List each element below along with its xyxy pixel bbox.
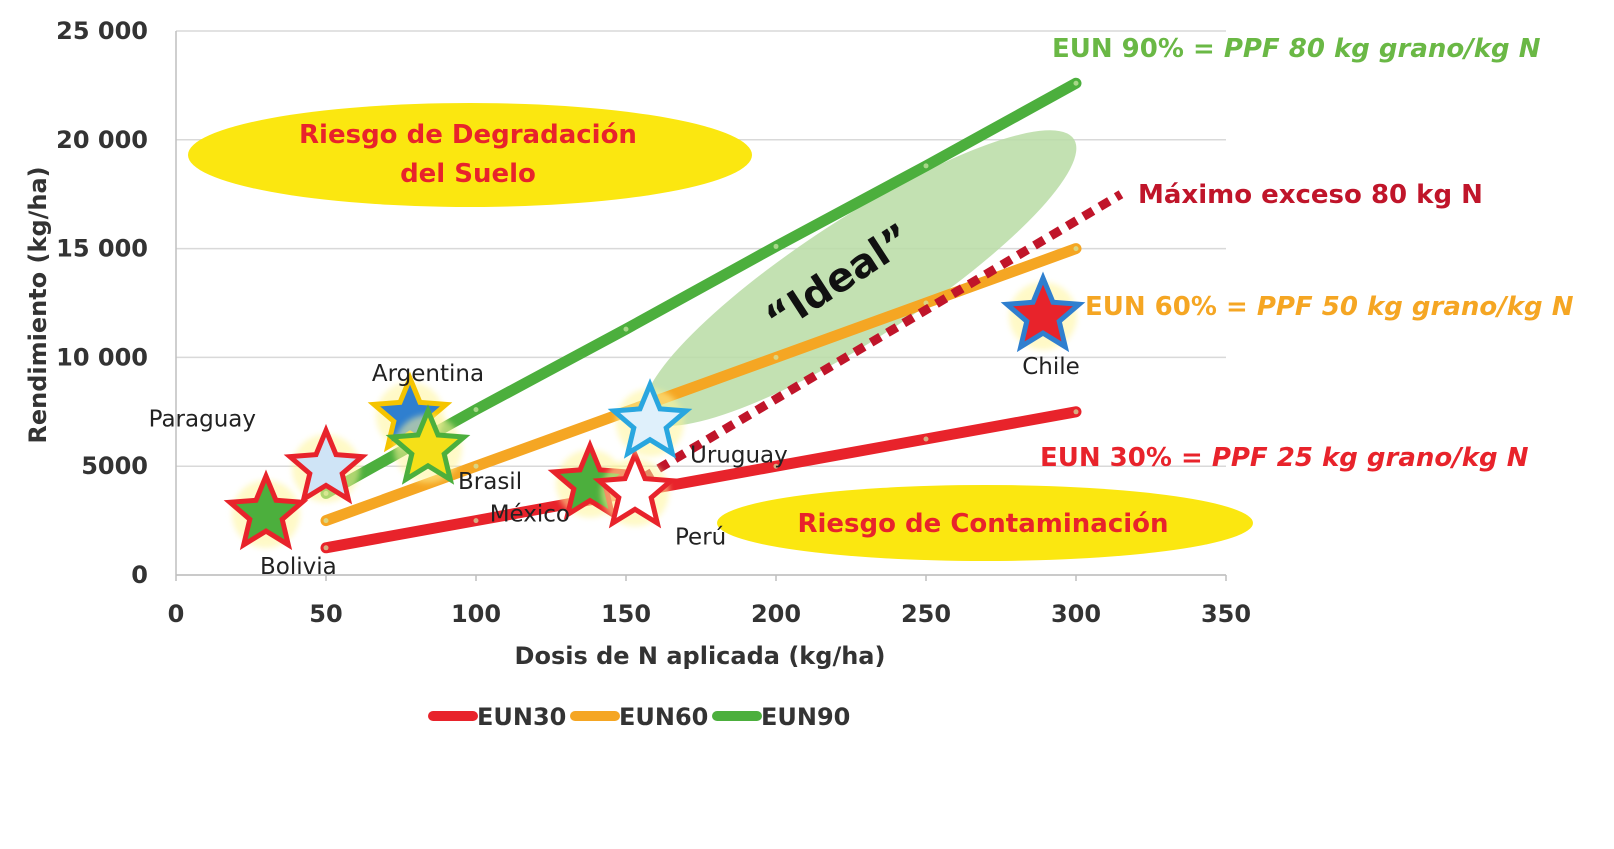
series-line-eun30: [320, 406, 1082, 554]
tick-labels: 0 50 100 150 200 250 300 350 0 5000 10 000 15 000 20…: [56, 17, 1251, 628]
x-tick-label: 250: [901, 600, 951, 628]
zone-degradacion-label-1: Riesgo de Degradación: [299, 120, 637, 150]
eun30-ppf: PPF 25 kg grano/kg N: [1212, 443, 1529, 473]
x-tick-label: 150: [601, 600, 651, 628]
legend-label-eun90: EUN90: [761, 703, 850, 731]
y-tick-label: 0: [131, 561, 148, 589]
data-point: [923, 436, 929, 442]
data-point: [473, 407, 479, 413]
country-label-brasil: Brasil: [458, 469, 522, 495]
country-label-perú: Perú: [675, 524, 726, 550]
country-star-chile: [1000, 271, 1086, 353]
country-label-méxico: México: [490, 502, 570, 528]
country-star-paraguay: [283, 423, 369, 505]
eun90-ppf: PPF 80 kg grano/kg N: [1224, 34, 1541, 64]
eun60-ppf: PPF 50 kg grano/kg N: [1257, 292, 1574, 322]
zone-contaminacion-ellipse: [717, 485, 1253, 561]
data-point: [773, 354, 779, 360]
country-star-brasil: [385, 404, 471, 485]
data-point: [773, 463, 779, 469]
legend: EUN30 EUN60 EUN90: [428, 703, 850, 731]
maximo-exceso-line: [623, 190, 1124, 492]
x-tick-label: 0: [168, 600, 185, 628]
country-label-argentina: Argentina: [372, 361, 484, 387]
y-tick-label: 5000: [81, 452, 148, 480]
zone-degradacion-ellipse: [188, 103, 752, 207]
maximo-exceso-annotation: Máximo exceso 80 kg N: [1138, 180, 1483, 210]
ideal-zone-ellipse: [643, 130, 1077, 426]
x-tick-label: 200: [751, 600, 801, 628]
data-point: [1073, 80, 1079, 86]
x-axis-title: Dosis de N aplicada (kg/ha): [515, 642, 886, 670]
country-label-uruguay: Uruguay: [690, 443, 788, 469]
data-point: [1073, 246, 1079, 252]
data-point: [323, 545, 329, 551]
eun90-annotation: EUN 90% = PPF 80 kg grano/kg N: [1052, 34, 1541, 64]
zone-degradacion-label-2: del Suelo: [400, 159, 536, 189]
zone-contaminacion-label: Riesgo de Contaminación: [797, 509, 1168, 539]
x-tick-label: 100: [451, 600, 501, 628]
data-point: [623, 326, 629, 332]
y-tick-label: 15 000: [56, 235, 148, 263]
data-point: [773, 243, 779, 249]
data-point: [923, 163, 929, 169]
eun60-annotation: EUN 60% = PPF 50 kg grano/kg N: [1085, 292, 1574, 322]
country-star-perú: [592, 447, 678, 529]
x-tick-label: 50: [309, 600, 342, 628]
legend-label-eun60: EUN60: [619, 703, 708, 731]
legend-label-eun30: EUN30: [477, 703, 566, 731]
y-tick-label: 20 000: [56, 126, 148, 154]
eun90-prefix: EUN 90% =: [1052, 34, 1224, 64]
eun30-prefix: EUN 30% =: [1040, 443, 1212, 473]
series-line-eun90: [320, 77, 1082, 499]
country-label-bolivia: Bolivia: [260, 554, 337, 580]
data-point: [473, 463, 479, 469]
y-tick-label: 10 000: [56, 343, 148, 371]
data-point: [1073, 409, 1079, 415]
y-axis-title: Rendimiento (kg/ha): [24, 166, 52, 443]
x-tick-label: 350: [1201, 600, 1251, 628]
eun30-annotation: EUN 30% = PPF 25 kg grano/kg N: [1040, 443, 1529, 473]
country-star-uruguay: [607, 378, 693, 459]
data-point: [473, 518, 479, 524]
country-markers: Bolivia Paraguay Argentina Brasil México Perú…: [149, 271, 1086, 580]
country-label-paraguay: Paraguay: [149, 406, 256, 432]
x-tick-label: 300: [1051, 600, 1101, 628]
y-tick-label: 25 000: [56, 17, 148, 45]
data-point: [323, 518, 329, 524]
eun60-prefix: EUN 60% =: [1085, 292, 1257, 322]
country-star-bolivia: [223, 469, 309, 551]
country-label-chile: Chile: [1022, 354, 1080, 380]
